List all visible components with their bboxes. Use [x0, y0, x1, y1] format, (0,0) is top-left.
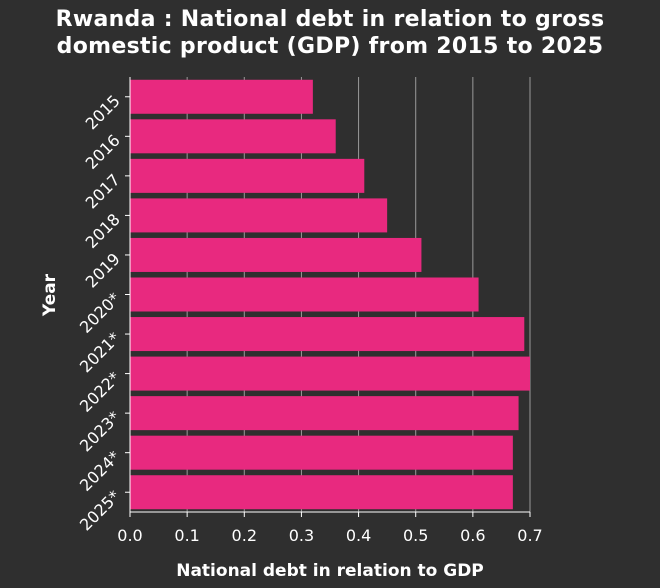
bar: [130, 79, 313, 114]
y-tick-label: 2024*: [76, 447, 124, 495]
bar: [130, 435, 513, 470]
y-tick-label: 2015: [82, 91, 124, 133]
bar: [130, 356, 530, 391]
y-tick-label: 2019: [82, 249, 124, 291]
bar: [130, 396, 519, 431]
bar: [130, 475, 513, 510]
y-tick-label: 2021*: [76, 328, 124, 376]
bar: [130, 119, 336, 154]
x-tick-label: 0.3: [289, 526, 314, 545]
chart-title: Rwanda : National debt in relation to gr…: [0, 6, 660, 60]
chart-title-line-2: domestic product (GDP) from 2015 to 2025: [56, 34, 604, 59]
y-tick-label: 2018: [82, 210, 124, 252]
x-tick-label: 0.2: [232, 526, 257, 545]
bar: [130, 237, 422, 272]
x-tick-label: 0.5: [403, 526, 428, 545]
chart-title-line-1: Rwanda : National debt in relation to gr…: [55, 7, 605, 32]
y-tick-label: 2022*: [76, 368, 124, 416]
x-tick-label: 0.4: [346, 526, 371, 545]
y-tick-label: 2023*: [76, 408, 124, 456]
bar: [130, 158, 365, 193]
y-tick-label: 2017: [82, 170, 124, 212]
bar: [130, 317, 525, 352]
bar: [130, 277, 479, 312]
bar: [130, 198, 388, 233]
x-tick-label: 0.6: [460, 526, 485, 545]
y-tick-label: 2020*: [76, 289, 124, 337]
bar-layer: [130, 79, 530, 510]
x-tick-label: 0.7: [517, 526, 542, 545]
y-axis-label: Year: [40, 273, 60, 317]
x-axis-label: National debt in relation to GDP: [176, 561, 484, 581]
x-tick-label: 0.0: [117, 526, 142, 545]
y-tick-label: 2016: [82, 131, 124, 173]
x-tick-label: 0.1: [174, 526, 199, 545]
